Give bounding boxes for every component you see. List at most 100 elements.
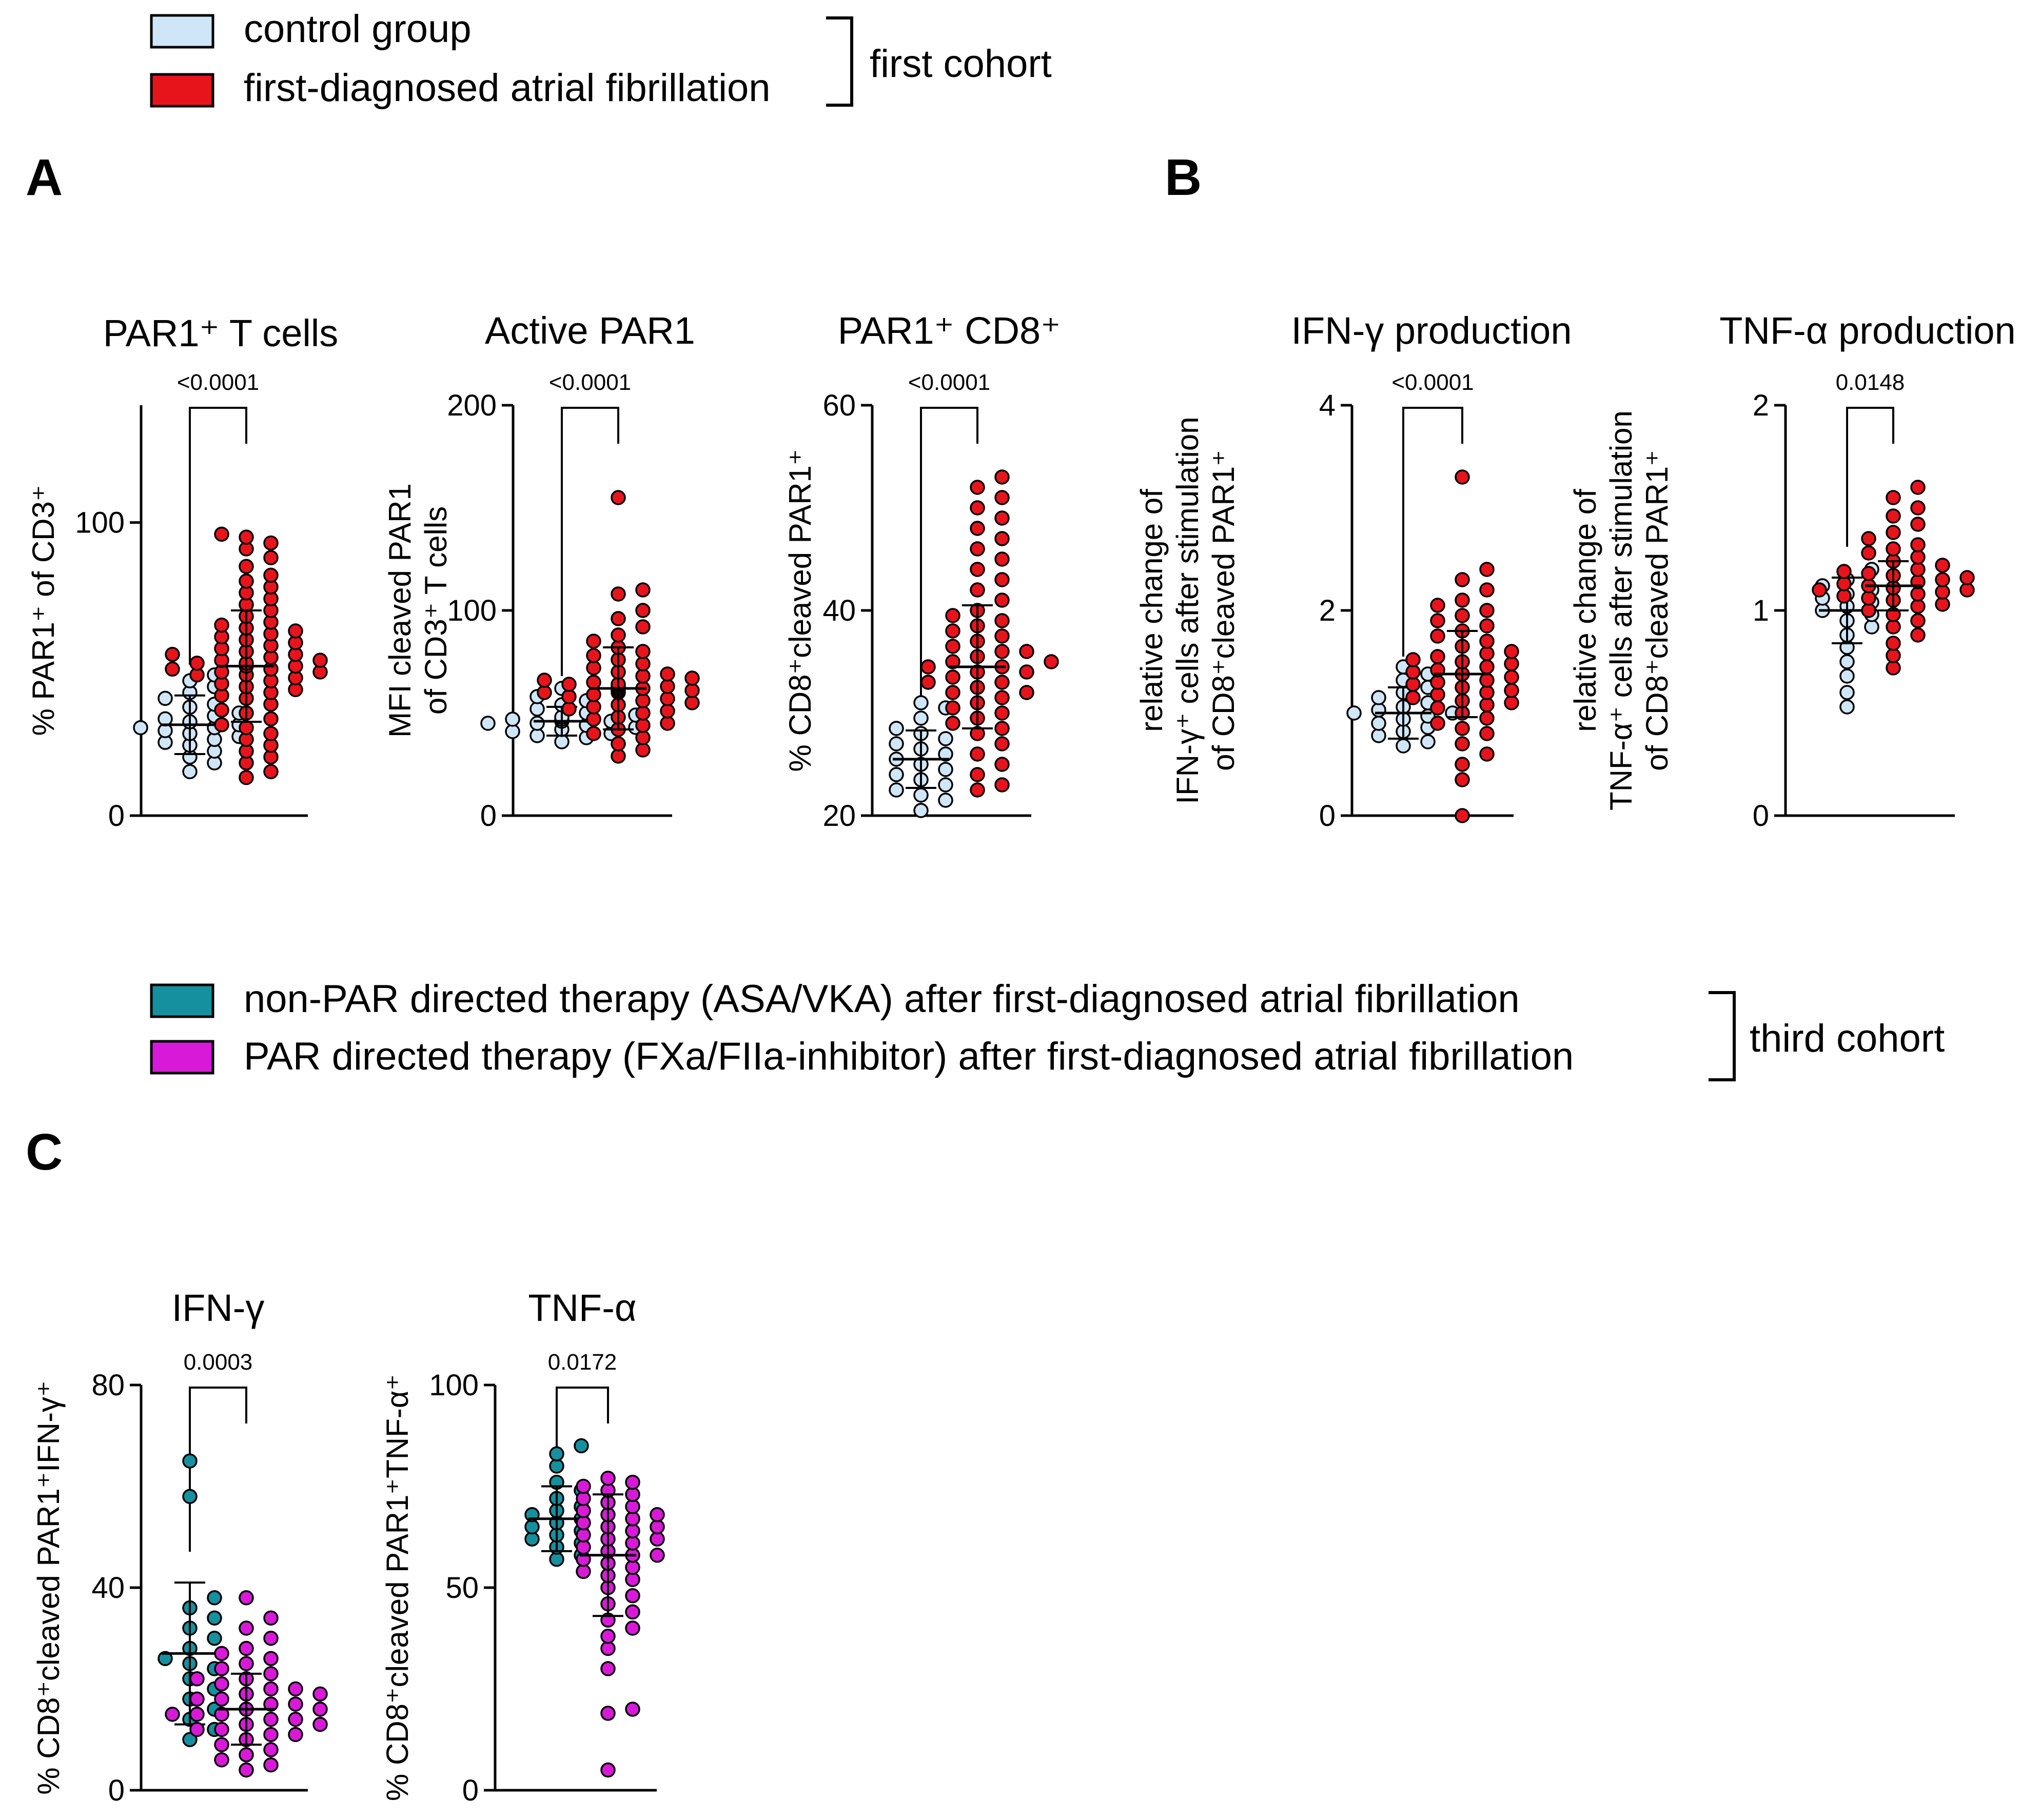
data-point	[1455, 592, 1470, 608]
series-group-2	[165, 526, 328, 785]
legend-label-control: control group	[244, 7, 472, 51]
data-point	[1019, 644, 1034, 659]
series-group-2	[1812, 480, 1975, 676]
y-tick-label: 60	[822, 389, 856, 422]
data-point	[1479, 618, 1495, 634]
y-axis-label: of CD3⁺ T cells	[419, 506, 453, 715]
data-point	[660, 691, 675, 706]
data-point	[635, 656, 651, 671]
data-point	[1420, 734, 1436, 749]
data-point	[312, 652, 328, 668]
data-point	[1455, 736, 1470, 751]
data-point	[214, 526, 229, 542]
data-point	[1910, 549, 1926, 565]
y-tick-label: 2	[1753, 389, 1769, 422]
chart-1: 0 100 PAR1⁺ T cells % PAR1⁺ of CD3⁺ <0.0001	[26, 312, 338, 833]
data-point	[263, 764, 279, 780]
legend-swatch-control	[150, 14, 214, 49]
legend-swatch-afib	[150, 73, 214, 108]
data-point	[970, 767, 985, 782]
data-point	[288, 623, 303, 639]
y-axis-label: % PAR1⁺ of CD3⁺	[26, 485, 61, 736]
p-value: 0.0003	[184, 1350, 253, 1375]
p-value: <0.0001	[549, 370, 631, 395]
data-point	[1405, 690, 1421, 705]
data-point	[1430, 613, 1445, 628]
data-point	[945, 685, 960, 700]
chart-5: 0 1 2 TNF-α production relative change of TNF…	[1568, 309, 2016, 833]
data-point	[1886, 619, 1901, 635]
data-point	[1839, 668, 1855, 684]
data-point	[1430, 687, 1445, 702]
data-point	[1405, 652, 1421, 667]
data-point	[561, 701, 577, 717]
data-point	[970, 746, 985, 762]
data-point	[994, 690, 1010, 705]
data-point	[684, 683, 700, 698]
data-point	[1935, 572, 1950, 587]
data-point	[1504, 644, 1519, 659]
data-point	[1479, 672, 1495, 688]
y-axis-label: relative change of	[1134, 489, 1169, 732]
data-point	[889, 736, 904, 751]
data-point	[625, 1702, 640, 1717]
data-point	[1019, 685, 1034, 700]
data-point	[889, 767, 904, 782]
data-point	[263, 567, 279, 583]
data-point	[970, 480, 985, 495]
data-point	[288, 1727, 303, 1743]
data-point	[263, 1610, 279, 1626]
data-point	[239, 529, 254, 545]
p-value: <0.0001	[177, 370, 259, 395]
data-point	[182, 1489, 198, 1504]
data-point	[263, 726, 279, 741]
data-point	[994, 469, 1010, 485]
data-point	[635, 582, 651, 598]
data-point	[239, 1620, 254, 1636]
data-point	[561, 689, 577, 704]
legend-first-cohort: control group first-diagnosed atrial fib…	[150, 7, 1052, 110]
data-point	[938, 746, 953, 762]
legend-swatch-nonpar	[150, 983, 214, 1018]
data-point	[970, 782, 985, 798]
data-point	[239, 769, 254, 785]
data-point	[537, 685, 552, 700]
data-point	[1935, 597, 1950, 612]
data-point	[239, 1656, 254, 1671]
data-point	[1504, 669, 1519, 685]
data-point	[263, 1666, 279, 1681]
data-point	[1910, 586, 1926, 602]
data-point	[635, 619, 651, 635]
data-point	[189, 1722, 205, 1737]
data-point	[586, 687, 601, 702]
data-point	[529, 728, 545, 743]
data-point	[182, 764, 198, 780]
data-point	[1479, 710, 1495, 726]
data-point	[1430, 700, 1445, 716]
significance-bracket	[561, 407, 619, 676]
data-point	[214, 617, 229, 633]
p-value: <0.0001	[1391, 370, 1474, 395]
data-point	[1861, 531, 1876, 546]
data-point	[1455, 572, 1470, 587]
data-point	[945, 639, 960, 654]
data-point	[133, 720, 148, 736]
data-point	[1479, 746, 1495, 762]
data-point	[586, 675, 601, 690]
data-point	[1455, 808, 1470, 823]
data-point	[1504, 683, 1519, 698]
y-tick-label: 0	[1319, 799, 1336, 833]
data-point	[239, 1747, 254, 1763]
chart-title: TNF-α production	[1719, 309, 2015, 352]
data-point	[970, 541, 985, 557]
y-axis-label: % CD8⁺cleaved PAR1⁺	[783, 449, 817, 771]
chart-title: TNF-α	[528, 1287, 636, 1329]
y-tick-label: 100	[429, 1369, 479, 1402]
data-point	[994, 613, 1010, 628]
data-point	[611, 611, 626, 626]
data-point	[239, 1640, 254, 1656]
data-point	[263, 1631, 279, 1646]
data-point	[970, 582, 985, 598]
